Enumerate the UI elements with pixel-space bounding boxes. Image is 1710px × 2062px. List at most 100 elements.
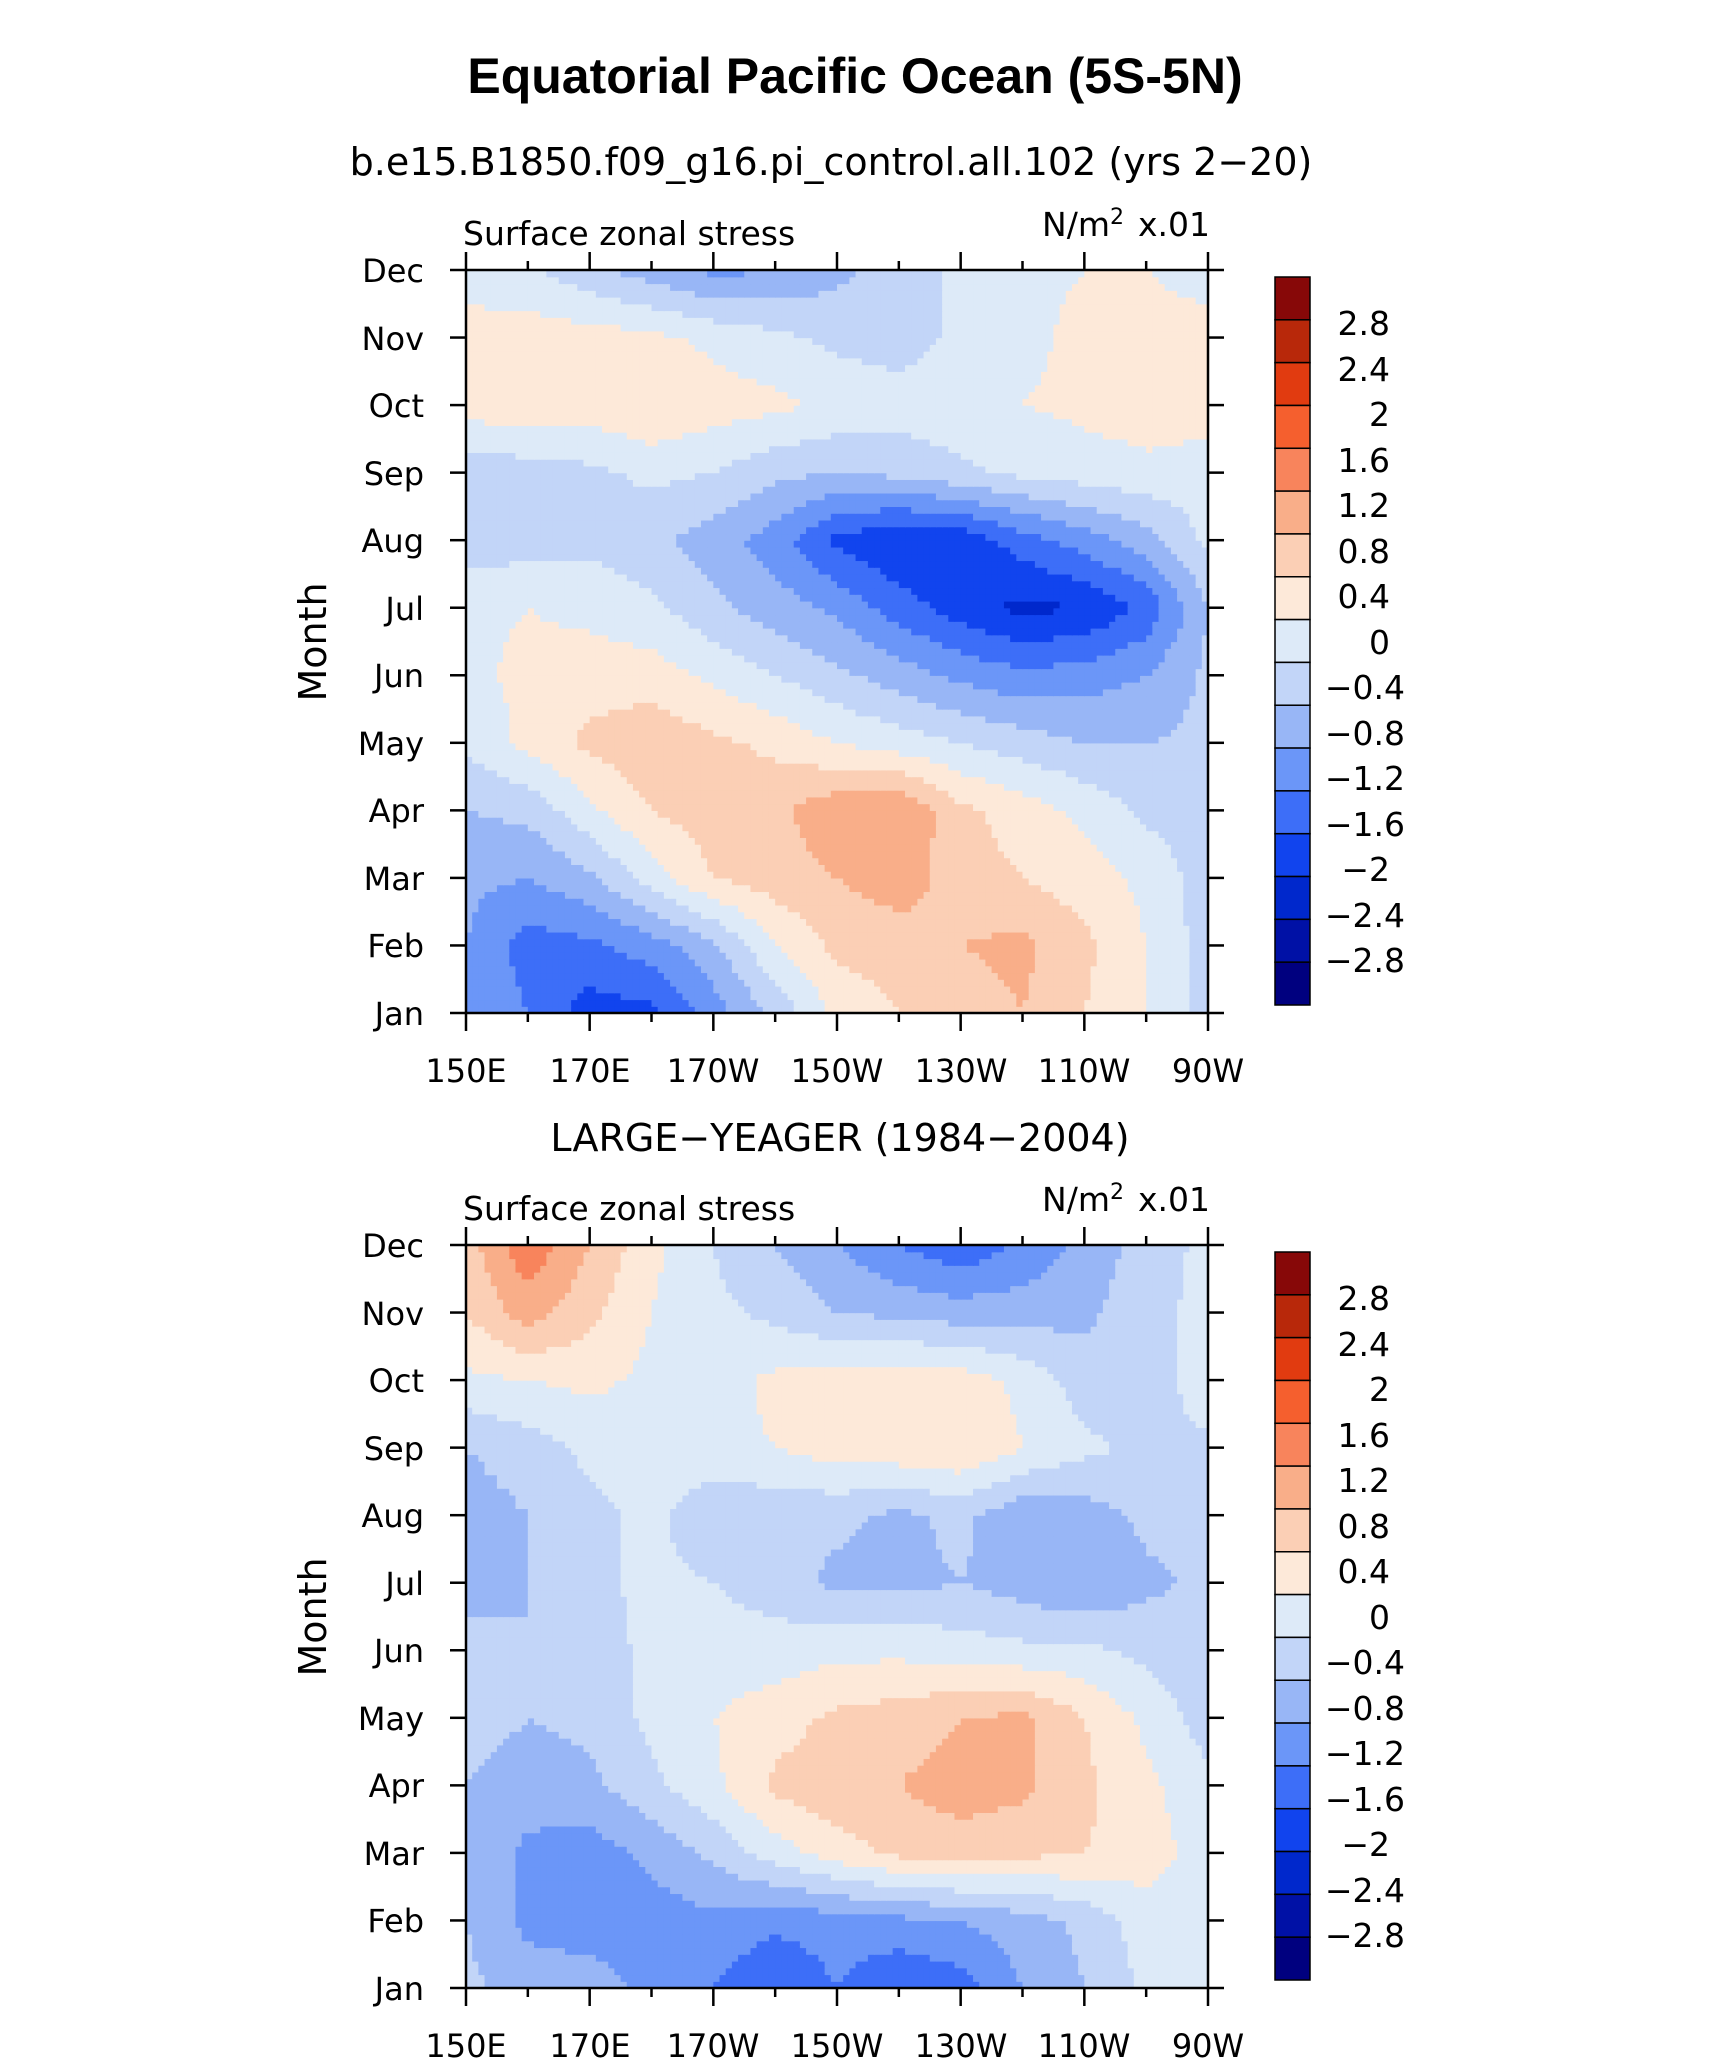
contour-cell	[979, 803, 986, 811]
contour-cell	[942, 736, 949, 744]
contour-cell	[602, 999, 609, 1007]
contour-cell	[837, 823, 844, 832]
contour-cell	[1003, 979, 1011, 987]
contour-cell	[738, 891, 745, 899]
contour-cell	[1121, 769, 1129, 778]
contour-cell	[558, 729, 566, 737]
contour-cell	[855, 817, 863, 825]
contour-cell	[466, 823, 473, 832]
contour-cell	[818, 749, 826, 757]
contour-cell	[725, 999, 733, 1007]
contour-cell	[768, 904, 776, 913]
contour-cell	[1016, 979, 1024, 987]
contour-cell	[595, 736, 603, 744]
contour-cell	[1102, 918, 1110, 926]
contour-cell	[768, 958, 776, 967]
contour-cell	[837, 817, 844, 825]
contour-cell	[1028, 891, 1036, 899]
contour-cell	[503, 884, 510, 893]
contour-cell	[651, 979, 659, 987]
contour-cell	[651, 871, 659, 879]
contour-cell	[837, 769, 844, 778]
contour-cell	[1170, 857, 1178, 865]
contour-cell	[973, 823, 980, 832]
contour-cell	[688, 952, 696, 960]
contour-cell	[1164, 830, 1172, 838]
contour-cell	[942, 756, 949, 764]
contour-cell	[1022, 979, 1030, 987]
contour-cell	[762, 837, 770, 845]
contour-cell	[787, 871, 795, 879]
contour-cell	[738, 844, 745, 852]
contour-cell	[1127, 958, 1135, 967]
contour-cell	[1139, 803, 1147, 811]
contour-cell	[700, 817, 708, 825]
contour-cell	[527, 985, 535, 994]
contour-cell	[843, 857, 850, 865]
contour-cell	[997, 823, 1005, 832]
contour-cell	[917, 999, 925, 1007]
contour-cell	[1071, 911, 1079, 920]
contour-cell	[855, 904, 863, 913]
contour-cell	[651, 823, 659, 832]
contour-cell	[1195, 952, 1203, 960]
contour-cell	[985, 810, 993, 818]
contour-cell	[725, 742, 733, 751]
contour-cell	[1177, 803, 1184, 811]
contour-cell	[527, 979, 535, 987]
contour-cell	[1028, 796, 1036, 805]
contour-cell	[1121, 810, 1129, 818]
contour-cell	[1189, 891, 1197, 899]
contour-cell	[534, 985, 541, 994]
contour-cell	[521, 972, 529, 980]
contour-cell	[472, 817, 479, 825]
contour-cell	[478, 810, 486, 818]
contour-cell	[657, 776, 665, 784]
contour-cell	[676, 911, 684, 920]
contour-cell	[645, 749, 653, 757]
contour-cell	[1096, 985, 1104, 994]
contour-cell	[775, 837, 782, 845]
contour-cell	[917, 756, 925, 764]
contour-cell	[595, 817, 603, 825]
contour-cell	[478, 844, 486, 852]
contour-cell	[1090, 985, 1098, 994]
contour-cell	[787, 850, 795, 859]
contour-cell	[954, 864, 962, 872]
contour-cell	[614, 979, 622, 987]
contour-cell	[830, 736, 838, 744]
contour-cell	[954, 992, 962, 1001]
contour-cell	[824, 918, 832, 926]
contour-cell	[973, 965, 980, 974]
contour-cell	[750, 850, 758, 859]
contour-cell	[1115, 965, 1123, 974]
contour-cell	[1139, 904, 1147, 913]
contour-cell	[546, 911, 554, 920]
contour-cell	[484, 783, 492, 791]
contour-cell	[1078, 763, 1085, 771]
contour-cell	[1059, 857, 1067, 865]
contour-cell	[1189, 857, 1197, 865]
contour-cell	[1016, 850, 1024, 859]
contour-cell	[1115, 958, 1123, 967]
contour-cell	[688, 729, 696, 737]
contour-cell	[824, 776, 832, 784]
contour-cell	[892, 952, 900, 960]
contour-cell	[564, 857, 572, 865]
contour-cell	[670, 850, 677, 859]
contour-cell	[874, 756, 881, 764]
contour-cell	[979, 898, 986, 906]
contour-cell	[985, 776, 993, 784]
contour-cell	[657, 999, 665, 1007]
contour-cell	[1065, 884, 1073, 893]
contour-cell	[898, 911, 906, 920]
contour-cell	[540, 783, 547, 791]
contour-cell	[564, 898, 572, 906]
contour-cell	[620, 756, 628, 764]
contour-cell	[608, 985, 615, 994]
contour-cell	[1047, 749, 1055, 757]
contour-cell	[713, 918, 721, 926]
contour-cell	[1164, 776, 1172, 784]
contour-cell	[1028, 999, 1036, 1007]
contour-cell	[1010, 850, 1017, 859]
